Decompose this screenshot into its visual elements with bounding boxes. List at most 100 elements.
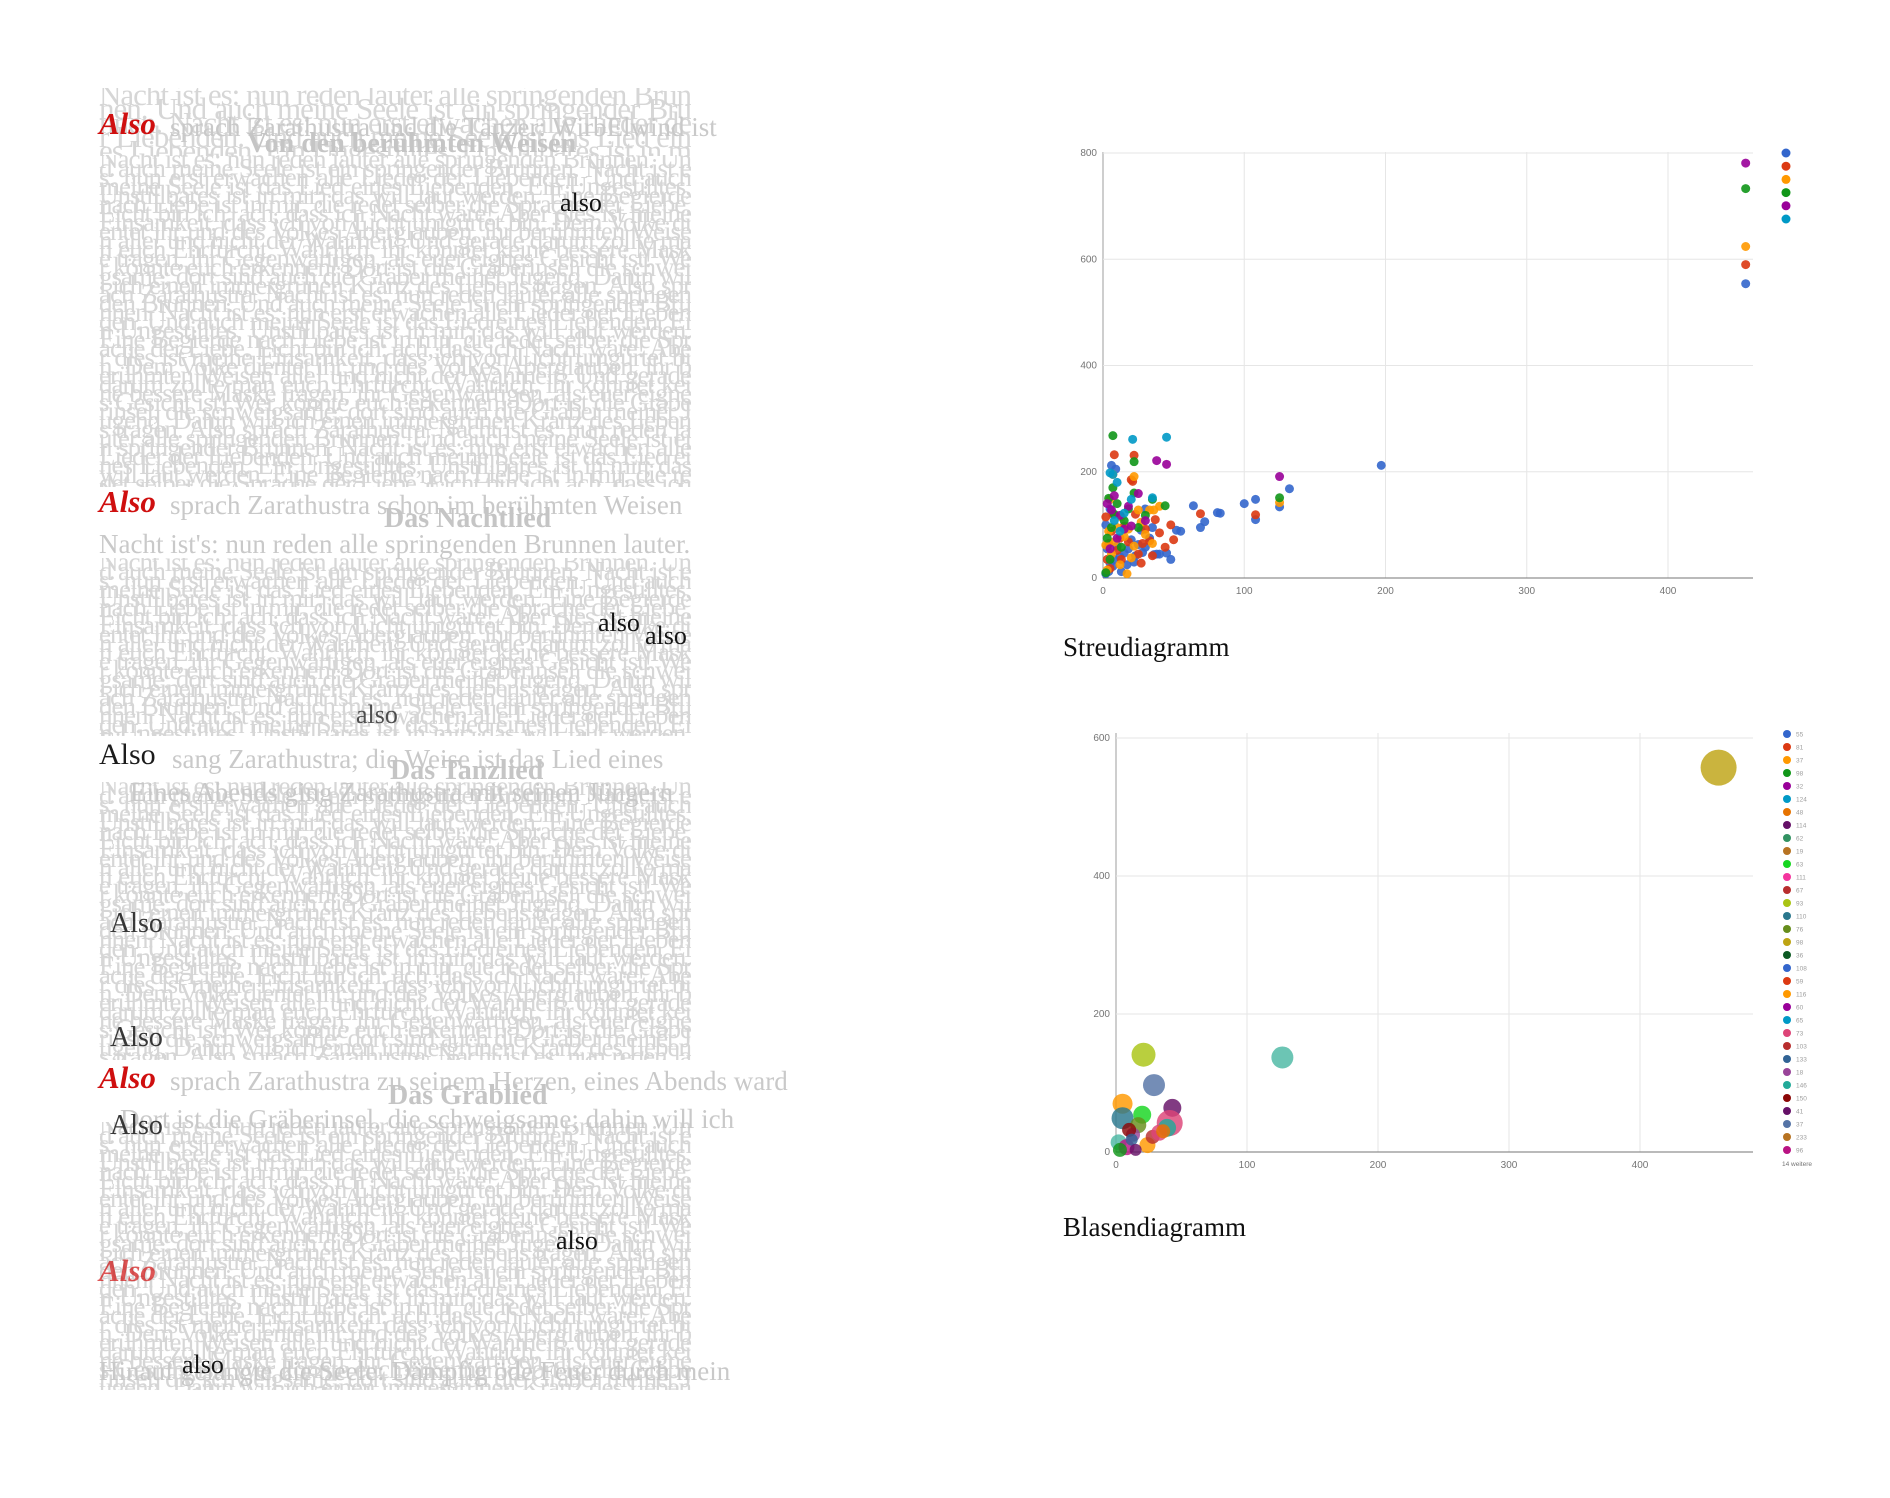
word-overlay-sprach zarathustra zu seinem herzen, eines abends ward: sprach Zarathustra zu seinem Herzen, ein… xyxy=(170,1066,788,1096)
legend-item xyxy=(1783,1016,1791,1024)
legend-item xyxy=(1783,1107,1791,1115)
legend-label: 65 xyxy=(1796,1018,1804,1025)
legend-label: 63 xyxy=(1796,862,1804,869)
svg-text:200: 200 xyxy=(1377,586,1394,597)
legend-label: 114 xyxy=(1796,823,1807,830)
legend-item xyxy=(1783,821,1791,829)
legend-item xyxy=(1783,899,1791,907)
legend-item xyxy=(1783,938,1791,946)
body-text-noise: Nacht ist es: nun reden lauter alle spri… xyxy=(99,558,691,736)
bubble-legend: 55 81 37 98 32 124 48 114 62 19 63 111 67 93 110 76 98 36… xyxy=(1782,730,1812,1168)
legend-item xyxy=(1783,782,1791,790)
legend-label: 37 xyxy=(1796,758,1804,765)
legend-item xyxy=(1783,769,1791,777)
svg-text:800: 800 xyxy=(1080,148,1097,159)
legend-item xyxy=(1783,925,1791,933)
svg-text:200: 200 xyxy=(1093,1009,1110,1020)
legend-more-label: 14 weitere xyxy=(1782,1161,1812,1168)
section-heading: Von den berühmten Weisen xyxy=(247,128,577,159)
legend-item xyxy=(1781,214,1791,224)
legend-item xyxy=(1783,756,1791,764)
legend-label: 36 xyxy=(1796,953,1804,960)
legend-label: 110 xyxy=(1796,914,1807,921)
scatter-chart: 0 100 200 300 400 0 200 400 600 800 xyxy=(1080,122,1890,608)
legend-label: 98 xyxy=(1796,940,1804,947)
svg-text:100: 100 xyxy=(1239,1160,1256,1171)
legend-item xyxy=(1783,1133,1791,1141)
svg-text:400: 400 xyxy=(1080,361,1097,372)
legend-item xyxy=(1783,873,1791,881)
legend-label: 76 xyxy=(1796,927,1804,934)
scatter-legend xyxy=(1781,148,1791,224)
legend-item xyxy=(1783,834,1791,842)
legend-label: 59 xyxy=(1796,979,1804,986)
legend-item xyxy=(1783,1042,1791,1050)
legend-label: 108 xyxy=(1796,966,1807,973)
svg-text:400: 400 xyxy=(1093,871,1110,882)
word-overlay-also: Also xyxy=(99,1060,156,1095)
legend-label: 111 xyxy=(1796,875,1806,882)
legend-label: 150 xyxy=(1796,1096,1807,1103)
legend-item xyxy=(1783,847,1791,855)
word-overlay-dort ist die gräberinsel, die schweigsame; dahin will ich: Dort ist die Gräberinsel, die schweigsam… xyxy=(120,1104,735,1134)
legend-item xyxy=(1783,1003,1791,1011)
svg-text:600: 600 xyxy=(1080,254,1097,265)
legend-label: 233 xyxy=(1796,1135,1807,1142)
legend-label: 55 xyxy=(1796,732,1804,739)
legend-item xyxy=(1783,860,1791,868)
legend-label: 48 xyxy=(1796,810,1804,817)
legend-item xyxy=(1783,1029,1791,1037)
body-text-noise: Nacht ist es: nun reden lauter alle spri… xyxy=(99,782,691,1060)
scatter-plot-svg: 0 100 200 300 400 0 200 400 600 800 xyxy=(1080,148,1791,597)
svg-text:400: 400 xyxy=(1632,1160,1649,1171)
legend-item xyxy=(1783,795,1791,803)
word-overlay-also: Also xyxy=(110,1110,163,1141)
legend-item xyxy=(1783,730,1791,738)
legend-label: 32 xyxy=(1796,784,1804,791)
word-overlay-also: Also xyxy=(110,908,163,939)
legend-item xyxy=(1781,148,1791,158)
bubble-chart-caption: Blasendiagramm xyxy=(1063,1212,1246,1242)
legend-label: 41 xyxy=(1796,1109,1804,1116)
bubble-points xyxy=(1110,749,1737,1157)
word-overlay-also: also xyxy=(556,1226,598,1255)
legend-label: 18 xyxy=(1796,1070,1804,1077)
legend-item xyxy=(1781,174,1791,184)
svg-text:0: 0 xyxy=(1113,1160,1119,1171)
word-overlay-also: also xyxy=(645,621,687,650)
legend-label: 60 xyxy=(1796,1005,1804,1012)
svg-text:200: 200 xyxy=(1370,1160,1387,1171)
legend-item xyxy=(1783,951,1791,959)
legend-label: 103 xyxy=(1796,1044,1807,1051)
legend-label: 62 xyxy=(1796,836,1804,843)
scatter-chart-caption: Streudiagramm xyxy=(1063,632,1230,662)
word-overlay-also: Also xyxy=(110,1022,163,1053)
word-overlay-sang zarathustra; die weise ist das lied eines: sang Zarathustra; die Weise ist das Lied… xyxy=(172,744,664,774)
legend-label: 19 xyxy=(1796,849,1804,856)
legend-item xyxy=(1783,990,1791,998)
legend-label: 133 xyxy=(1796,1057,1807,1064)
legend-item xyxy=(1783,964,1791,972)
legend-label: 81 xyxy=(1796,745,1804,752)
svg-text:400: 400 xyxy=(1660,586,1677,597)
legend-item xyxy=(1781,201,1791,211)
word-overlay-hinauf gelangte die seele: dämpfig öde feuer durch mein: Hinauf gelangte die Seele: Dämpfig öde F… xyxy=(99,1356,731,1386)
legend-label: 98 xyxy=(1796,771,1804,778)
legend-label: 73 xyxy=(1796,1031,1804,1038)
legend-item xyxy=(1783,1055,1791,1063)
legend-item xyxy=(1783,977,1791,985)
svg-text:0: 0 xyxy=(1091,573,1097,584)
word-overlay-eines abends ging zarathustra mit seinen jüngern: Eines Abends ging Zarathustra mit seinen… xyxy=(130,777,673,807)
word-overlay-also: Also xyxy=(99,1253,156,1288)
legend-label: 67 xyxy=(1796,888,1804,895)
legend-item xyxy=(1781,161,1791,171)
svg-text:200: 200 xyxy=(1080,467,1097,478)
section-heading: Das Nachtlied xyxy=(384,503,552,534)
svg-text:0: 0 xyxy=(1104,1147,1110,1158)
body-text-noise: Nacht ist es: nun reden lauter alle spri… xyxy=(99,155,691,487)
legend-label: 116 xyxy=(1796,992,1807,999)
legend-label: 124 xyxy=(1796,797,1807,804)
legend-item xyxy=(1783,1120,1791,1128)
word-overlay-also: also xyxy=(560,188,602,217)
